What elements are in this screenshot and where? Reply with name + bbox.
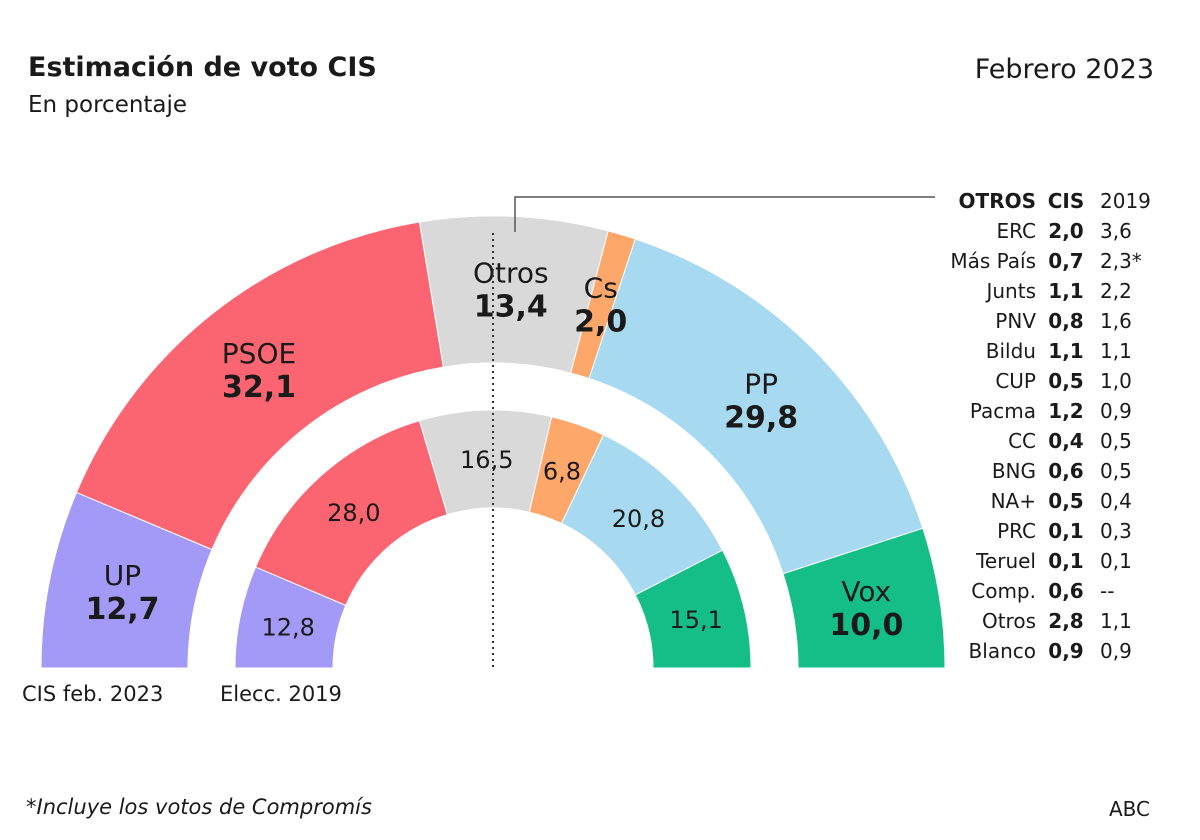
table-2019-value: 1,1 xyxy=(1100,609,1132,633)
table-2019-value: 2,3* xyxy=(1100,249,1142,273)
table-2019-value: 0,9 xyxy=(1100,639,1132,663)
table-party-name: ERC xyxy=(996,219,1036,243)
table-2019-value: 1,1 xyxy=(1100,339,1132,363)
otros-table-row: Otros 2,8 1,1 xyxy=(930,606,1180,636)
segment-value-label: 28,0 xyxy=(327,499,380,527)
table-cis-value: 0,7 xyxy=(1048,249,1084,273)
otros-table-row: BNG 0,6 0,5 xyxy=(930,456,1180,486)
table-cis-value: 0,6 xyxy=(1048,459,1084,483)
segment-value-label: 32,1 xyxy=(222,370,296,405)
otros-table-row: Blanco 0,9 0,9 xyxy=(930,636,1180,666)
table-cis-value: 0,5 xyxy=(1048,489,1084,513)
segment-party-label: UP xyxy=(104,559,141,592)
chart-title: Estimación de voto CIS xyxy=(28,52,377,83)
outer-ring-caption: CIS feb. 2023 xyxy=(22,682,163,706)
table-party-name: NA+ xyxy=(990,489,1036,513)
table-cis-value: 0,6 xyxy=(1048,579,1084,603)
header-otros: OTROS xyxy=(958,189,1036,213)
table-cis-value: 1,1 xyxy=(1048,279,1084,303)
table-party-name: BNG xyxy=(991,459,1036,483)
table-cis-value: 2,0 xyxy=(1048,219,1084,243)
otros-table-header: OTROS CIS 2019 xyxy=(930,186,1180,216)
table-cis-value: 0,1 xyxy=(1048,519,1084,543)
otros-leader-line xyxy=(514,196,935,232)
table-2019-value: 3,6 xyxy=(1100,219,1132,243)
footnote: *Incluye los votos de Compromís xyxy=(26,795,372,819)
inner-ring-elecc-2019 xyxy=(234,409,752,669)
table-2019-value: 1,0 xyxy=(1100,369,1132,393)
otros-table-row: PNV 0,8 1,6 xyxy=(930,306,1180,336)
table-2019-value: 0,3 xyxy=(1100,519,1132,543)
segment-value-label: 2,0 xyxy=(574,305,627,340)
table-party-name: Comp. xyxy=(971,579,1036,603)
outer-ring-cis-2023 xyxy=(40,215,946,669)
table-party-name: Junts xyxy=(986,279,1036,303)
header-2019: 2019 xyxy=(1100,189,1151,213)
segment-value-label: 20,8 xyxy=(612,505,665,533)
table-party-name: Más País xyxy=(950,249,1036,273)
table-party-name: Otros xyxy=(981,609,1036,633)
table-party-name: Teruel xyxy=(976,549,1036,573)
table-cis-value: 1,2 xyxy=(1048,399,1084,423)
table-cis-value: 0,4 xyxy=(1048,429,1084,453)
segment-party-label: Otros xyxy=(473,256,549,289)
otros-table-row: ERC 2,0 3,6 xyxy=(930,216,1180,246)
table-party-name: Pacma xyxy=(969,399,1036,423)
table-cis-value: 0,9 xyxy=(1048,639,1084,663)
table-2019-value: 0,9 xyxy=(1100,399,1132,423)
table-party-name: Blanco xyxy=(968,639,1036,663)
chart-date: Febrero 2023 xyxy=(974,54,1154,85)
segment-party-label: PP xyxy=(744,368,778,401)
segment-party-label: PSOE xyxy=(222,337,296,370)
otros-table-row: NA+ 0,5 0,4 xyxy=(930,486,1180,516)
header-cis: CIS xyxy=(1047,189,1085,213)
table-party-name: PNV xyxy=(995,309,1036,333)
otros-table-row: PRC 0,1 0,3 xyxy=(930,516,1180,546)
segment-value-label: 15,1 xyxy=(669,606,722,634)
otros-table-row: CC 0,4 0,5 xyxy=(930,426,1180,456)
table-2019-value: 0,5 xyxy=(1100,429,1132,453)
table-party-name: CUP xyxy=(995,369,1036,393)
segment-party-label: Vox xyxy=(841,575,891,608)
segment-value-label: 16,5 xyxy=(460,446,513,474)
otros-table: OTROS CIS 2019 ERC 2,0 3,6 Más País 0,7 2,3* J… xyxy=(930,186,1180,666)
segment-value-label: 6,8 xyxy=(543,458,581,486)
table-2019-value: 0,4 xyxy=(1100,489,1132,513)
otros-table-row: Junts 1,1 2,2 xyxy=(930,276,1180,306)
otros-table-row: Más País 0,7 2,3* xyxy=(930,246,1180,276)
otros-table-row: Bildu 1,1 1,1 xyxy=(930,336,1180,366)
segment-value-label: 12,7 xyxy=(85,592,159,627)
source-credit: ABC xyxy=(1108,797,1150,821)
arc-segment-vox xyxy=(782,527,946,669)
otros-table-row: Pacma 1,2 0,9 xyxy=(930,396,1180,426)
segment-value-label: 12,8 xyxy=(261,613,314,641)
table-party-name: Bildu xyxy=(985,339,1036,363)
table-party-name: PRC xyxy=(997,519,1036,543)
otros-table-row: CUP 0,5 1,0 xyxy=(930,366,1180,396)
table-2019-value: 2,2 xyxy=(1100,279,1132,303)
arc-segment-vox xyxy=(634,549,752,669)
table-2019-value: -- xyxy=(1100,579,1115,603)
otros-table-row: Teruel 0,1 0,1 xyxy=(930,546,1180,576)
inner-ring-caption: Elecc. 2019 xyxy=(220,682,342,706)
segment-value-label: 10,0 xyxy=(829,608,903,643)
table-cis-value: 0,8 xyxy=(1048,309,1084,333)
table-cis-value: 0,5 xyxy=(1048,369,1084,393)
segment-value-label: 29,8 xyxy=(724,401,798,436)
table-2019-value: 0,5 xyxy=(1100,459,1132,483)
otros-table-row: Comp. 0,6 -- xyxy=(930,576,1180,606)
table-party-name: CC xyxy=(1008,429,1036,453)
table-2019-value: 1,6 xyxy=(1100,309,1132,333)
chart-subtitle: En porcentaje xyxy=(28,92,188,118)
table-cis-value: 0,1 xyxy=(1048,549,1084,573)
segment-value-label: 13,4 xyxy=(474,289,548,324)
segment-party-label: Cs xyxy=(584,272,618,305)
table-2019-value: 0,1 xyxy=(1100,549,1132,573)
table-cis-value: 1,1 xyxy=(1048,339,1084,363)
table-cis-value: 2,8 xyxy=(1048,609,1084,633)
